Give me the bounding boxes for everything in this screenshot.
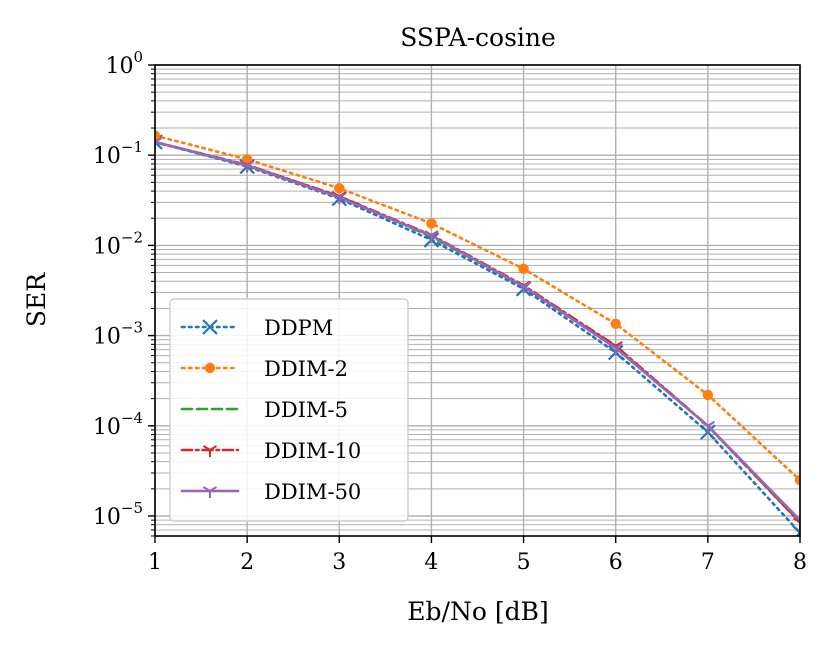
series-line [155,134,800,482]
legend-entry: DDIM-10 [180,439,361,463]
x-tick-label: 8 [793,550,807,575]
x-tick-label: 5 [517,550,531,575]
marker-dot [426,218,437,229]
marker-dot [204,362,216,374]
y-tick-label: 10−5 [93,499,143,530]
marker-dot [334,183,345,194]
series-ddim-2 [155,130,800,486]
marker-tri [155,137,163,150]
plot-frame [154,64,801,537]
y-tick-label: 10−1 [93,138,143,169]
legend-label: DDIM-50 [264,480,361,504]
marker-dot [155,130,161,141]
x-tick-label: 3 [332,550,346,575]
marker-tri [240,160,255,173]
legend-label: DDIM-5 [264,398,348,422]
marker-tri [332,192,347,205]
legend-entry: DDIM-50 [180,480,361,504]
legend-entry: DDIM-2 [180,357,348,381]
marker-tri [792,515,800,528]
series-line [155,140,800,522]
legend-label: DDIM-10 [264,439,361,463]
marker-x [792,525,800,536]
legend-label: DDIM-2 [264,357,348,381]
y-tick-label: 10−2 [93,228,143,259]
x-tick-label: 1 [148,550,162,575]
marker-tri [516,281,531,294]
x-tick-label: 2 [240,550,254,575]
x-tick-label: 7 [701,550,715,575]
marker-dot [702,389,714,401]
series-ddim-50 [155,137,800,528]
legend-entry: DDIM-5 [180,398,348,422]
x-tick-label: 6 [609,550,623,575]
marker-dot [610,318,621,330]
y-tick-label: 10−4 [93,409,143,440]
legend-label: DDPM [264,316,333,340]
legend-entry: DDPM [180,316,333,340]
marker-tri [700,420,715,433]
legend: DDPM DDIM-2 DDIM-5 DDIM-10 DDIM-50 [169,298,409,522]
marker-dot [241,154,253,165]
marker-tri [792,517,800,530]
marker-tri [424,230,439,243]
x-axis-label: Eb/No [dB] [407,597,548,626]
legend-box [169,298,409,522]
y-axis-label: SER [22,272,51,327]
y-tick-label: 10−3 [93,319,143,350]
marker-tri [608,343,623,355]
x-tick-label: 4 [424,550,438,575]
marker-dot [518,263,529,275]
y-tick-label: 100 [105,48,143,79]
ticks: 1 2 3 4 5 6 7 8 100 10−1 10−2 10−3 10−4 10−5 [93,48,807,575]
marker-x [202,319,218,335]
chart-title: SSPA-cosine [400,23,556,52]
marker-tri [202,445,218,457]
marker-tri [202,486,218,498]
series-layer [155,130,800,536]
marker-dot [794,474,800,486]
